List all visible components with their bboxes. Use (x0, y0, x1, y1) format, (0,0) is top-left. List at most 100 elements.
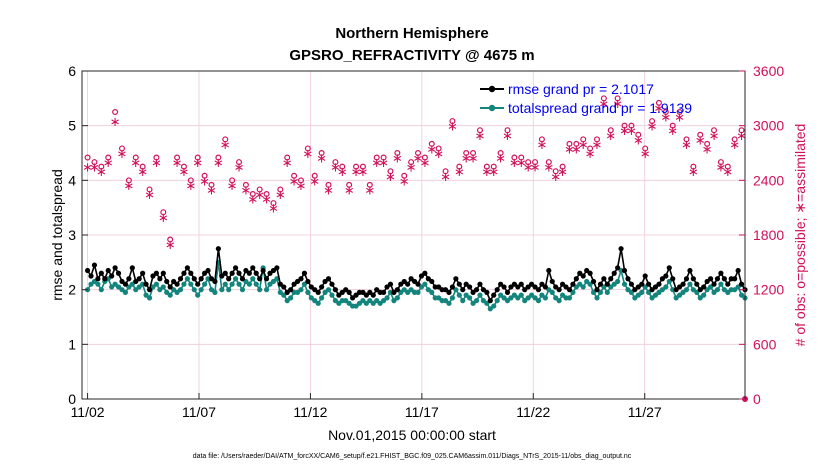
rmse-point (229, 270, 235, 276)
totalspread-point (394, 295, 400, 301)
obs-possible-point (180, 163, 187, 170)
obs-assimilated-point: ∗ (165, 238, 176, 253)
obs-possible-point (366, 181, 373, 188)
obs-assimilated-point: ∗ (454, 165, 465, 180)
obs-possible-point (593, 136, 600, 143)
obs-assimilated-point: ∗ (240, 183, 251, 198)
totalspread-point (621, 281, 628, 287)
obs-possible-point (724, 163, 731, 170)
obs-possible-point (607, 127, 614, 134)
rmse-point (115, 270, 122, 276)
rmse-point (573, 276, 579, 282)
obs-possible-point (704, 140, 711, 147)
totalspread-point (288, 295, 294, 301)
obs-possible-point (490, 163, 497, 170)
obs-possible-point (635, 131, 642, 138)
y-right-tick-label: 3600 (753, 63, 784, 79)
rmse-point (566, 287, 573, 293)
rmse-point (580, 273, 586, 279)
obs-possible-point (538, 136, 545, 143)
rmse-point (288, 287, 294, 293)
y-right-tick-label: 0 (753, 391, 761, 407)
chart-title: Northern Hemisphere (335, 25, 488, 42)
totalspread-point (232, 276, 239, 282)
legend-spread-marker (488, 104, 496, 112)
data-file-footer: data file: /Users/raeder/DAI/ATM_forcXX/… (193, 453, 632, 460)
rmse-point (732, 276, 738, 282)
obs-possible-point (263, 191, 270, 198)
rmse-point (701, 284, 707, 290)
totalspread-point (460, 298, 466, 304)
totalspread-point (263, 287, 270, 293)
obs-assimilated-point: ∗ (344, 183, 355, 198)
obs-possible-point (676, 108, 683, 115)
obs-assimilated-point: ∗ (660, 111, 671, 126)
obs-assimilated-point: ∗ (378, 156, 389, 171)
rmse-point (298, 276, 304, 282)
obs-assimilated-point: ∗ (309, 174, 320, 189)
obs-assimilated-point: ∗ (509, 156, 520, 171)
obs-possible-point (470, 150, 477, 157)
obs-assimilated-point: ∗ (151, 156, 162, 171)
rmse-point (91, 262, 98, 268)
rmse-point (718, 270, 724, 276)
totalspread-point (253, 281, 259, 287)
rmse-point (415, 281, 421, 287)
obs-assimilated-point: ∗ (536, 138, 547, 153)
totalspread-point (566, 295, 573, 301)
obs-possible-point (435, 145, 442, 152)
obs-assimilated-point: ∗ (419, 156, 430, 171)
y-right-tick-label: 600 (753, 336, 777, 352)
obs-assimilated-point: ∗ (653, 101, 664, 116)
rmse-point (84, 267, 91, 274)
rmse-point (305, 278, 311, 285)
obs-possible-point (187, 177, 194, 184)
rmse-point (346, 289, 352, 295)
rmse-point (329, 281, 335, 287)
obs-possible-point (160, 209, 167, 216)
obs-assimilated-point: ∗ (688, 165, 699, 180)
obs-possible-point (476, 127, 483, 134)
rmse-point (246, 270, 252, 276)
x-tick-label: 11/22 (516, 404, 550, 420)
rmse-point (157, 276, 163, 282)
legend-spread-text: totalspread grand pr = 1.9139 (508, 100, 692, 116)
totalspread-point (188, 281, 194, 287)
rmse-point (460, 287, 466, 293)
totalspread-point (714, 287, 721, 293)
obs-possible-point (304, 145, 311, 152)
totalspread-point (422, 281, 428, 287)
totalspread-point (477, 292, 483, 298)
totalspread-point (250, 276, 256, 282)
rmse-point (370, 292, 376, 298)
totalspread-point (446, 300, 452, 306)
rmse-point (611, 270, 617, 276)
obs-possible-point (401, 172, 408, 179)
rmse-point (281, 284, 287, 290)
totalspread-point (191, 287, 197, 293)
obs-possible-point (339, 163, 346, 170)
rmse-point (646, 281, 652, 287)
obs-assimilated-point: ∗ (468, 152, 479, 167)
rmse-point (518, 281, 524, 287)
rmse-point (250, 265, 256, 271)
rmse-point (405, 281, 411, 287)
rmse-point (594, 287, 600, 293)
obs-possible-point (649, 118, 656, 125)
rmse-point (184, 265, 190, 271)
totalspread-point (146, 295, 153, 301)
obs-possible-point (153, 154, 160, 161)
rmse-point (711, 281, 717, 287)
y-right-tick-labels: 0 600 1200 1800 2400 3000 3600 (753, 63, 784, 407)
totalspread-point (429, 289, 435, 295)
rmse-point (484, 289, 490, 295)
rmse-point (191, 276, 197, 282)
rmse-point (546, 267, 552, 274)
obs-assimilated-point: ∗ (523, 161, 534, 176)
totalspread-point (181, 281, 187, 287)
totalspread-point (246, 281, 252, 287)
obs-possible-point (318, 150, 325, 157)
rmse-point (260, 267, 266, 274)
rmse-point (380, 289, 387, 295)
rmse-point (387, 281, 394, 287)
